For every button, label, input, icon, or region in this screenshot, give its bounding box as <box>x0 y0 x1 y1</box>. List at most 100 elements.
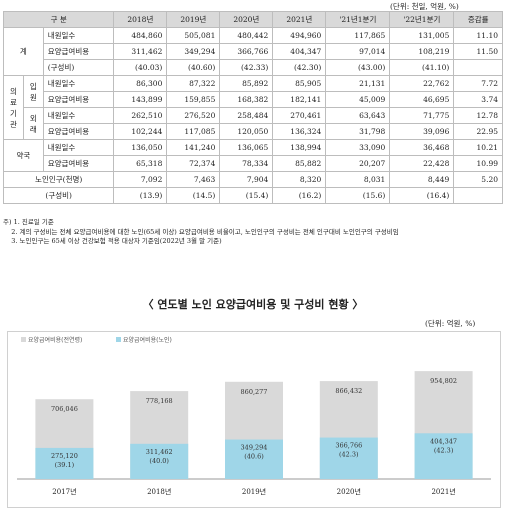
row-label: 내원일수 <box>42 107 115 124</box>
cell: 262,510 <box>113 107 168 124</box>
x-tick-label: 2017년 <box>52 487 76 496</box>
cell: 366,766 <box>219 43 274 60</box>
cell: 33,090 <box>325 139 391 156</box>
cell: 22,428 <box>389 155 455 172</box>
cell: 7,904 <box>219 171 274 188</box>
cell: 7.72 <box>453 75 503 92</box>
header-21q1: '21년1분기 <box>325 11 391 28</box>
cell: 5.20 <box>453 171 503 188</box>
cell: 131,005 <box>389 27 455 44</box>
bar-chart: 요양급여비용(전연령) 요양급여비용(노인) 706,046 275,120(39.1… <box>17 336 491 496</box>
cell: (16.4) <box>389 187 455 204</box>
cell: 3.74 <box>453 91 503 108</box>
cell: 117,865 <box>325 27 391 44</box>
bar-elderly-label: 366,766 <box>335 442 362 450</box>
cell: 182,141 <box>272 91 327 108</box>
cell: 258,484 <box>219 107 274 124</box>
group-medical: 의료기관 <box>3 75 24 140</box>
bar-elderly <box>414 433 473 479</box>
header-2019: 2019년 <box>166 11 221 28</box>
header-22q1: '22년1분기 <box>389 11 455 28</box>
cell: 85,905 <box>272 75 327 92</box>
cell: 20,207 <box>325 155 391 172</box>
row-label: (구성비) <box>42 59 115 76</box>
cell: (15.4) <box>219 187 274 204</box>
bar-elderly-share: (42.3) <box>339 451 359 459</box>
cell: 484,860 <box>113 27 168 44</box>
bar-total-label: 706,046 <box>51 405 78 413</box>
cell: 143,899 <box>113 91 168 108</box>
x-tick-label: 2021년 <box>431 487 455 496</box>
cell: 46,695 <box>389 91 455 108</box>
legend-label: 요양급여비용(노인) <box>123 336 172 344</box>
cell: 45,009 <box>325 91 391 108</box>
cell: 7,092 <box>113 171 168 188</box>
cell: 87,322 <box>166 75 221 92</box>
row-label: 요양급여비용 <box>42 155 115 172</box>
legend-label: 요양급여비용(전연령) <box>28 336 82 344</box>
cell: 8,449 <box>389 171 455 188</box>
table-row: 요양급여비용 65,318 72,374 78,334 85,882 20,20… <box>4 155 503 172</box>
cell: 21,131 <box>325 75 391 92</box>
cell: 85,882 <box>272 155 327 172</box>
table-row: 의료기관 입원 내원일수 86,300 87,322 85,892 85,905… <box>3 75 503 140</box>
bar-elderly-label: 349,294 <box>241 444 268 452</box>
cell <box>453 59 503 76</box>
table-row: 약국 내원일수 136,050 141,240 136,065 138,994 … <box>3 139 503 172</box>
cell: 136,050 <box>113 139 168 156</box>
cell: 8,320 <box>272 171 327 188</box>
cell: 86,300 <box>113 75 168 92</box>
table-row: 노인인구(천명) 7,092 7,463 7,904 8,320 8,031 8… <box>2 171 503 188</box>
cell: 136,065 <box>219 139 274 156</box>
cell: (41.10) <box>389 59 455 76</box>
group-outpatient: 외래 <box>22 107 44 140</box>
cell: 10.99 <box>453 155 503 172</box>
table-row: 요양급여비용 102,244 117,085 120,050 136,324 3… <box>4 123 503 140</box>
cell: (13.9) <box>113 187 168 204</box>
cell: 71,775 <box>389 107 455 124</box>
row-label: 요양급여비용 <box>42 43 115 60</box>
header-category: 구 분 <box>2 11 115 28</box>
cell: 349,294 <box>166 43 221 60</box>
table-unit: (단위: 천일, 억원, %) <box>390 2 459 11</box>
header-2018: 2018년 <box>113 11 168 28</box>
cell: 138,994 <box>272 139 327 156</box>
cell: 72,374 <box>166 155 221 172</box>
cell: 505,081 <box>166 27 221 44</box>
table-row: (구성비) (40.03) (40.60) (42.33) (42.30) (4… <box>4 59 503 76</box>
header-change-rate: 증감률 <box>453 11 503 28</box>
cell: 168,382 <box>219 91 274 108</box>
cell: 11.50 <box>453 43 503 60</box>
group-inpatient: 입원 <box>22 75 44 108</box>
bar-elderly-share: (40.0) <box>149 457 169 465</box>
cell: (42.33) <box>219 59 274 76</box>
cell: 65,318 <box>113 155 168 172</box>
bar-elderly-label: 275,120 <box>51 452 78 460</box>
legend-swatch <box>116 337 121 342</box>
bar-elderly-share: (42.3) <box>434 446 454 454</box>
cell: (40.03) <box>113 59 168 76</box>
x-tick-label: 2020년 <box>337 487 361 496</box>
group-inpatient-label: 입원 <box>29 81 37 102</box>
bar-elderly-share: (39.1) <box>55 461 75 469</box>
cell: 85,892 <box>219 75 274 92</box>
cell: (16.2) <box>272 187 327 204</box>
bar-total-label: 778,168 <box>146 397 173 405</box>
group-total: 계 <box>3 27 44 76</box>
group-outpatient-label: 외래 <box>29 113 37 134</box>
bar-elderly <box>35 447 94 479</box>
cell: 22,762 <box>389 75 455 92</box>
cell: 31,798 <box>325 123 391 140</box>
cell: 7,463 <box>166 171 221 188</box>
chart-title: 〈 연도별 노인 요양급여비용 및 구성비 현황 〉 <box>142 298 364 311</box>
cell: 10.21 <box>453 139 503 156</box>
header-2020: 2020년 <box>219 11 274 28</box>
cell: 141,240 <box>166 139 221 156</box>
row-label: 노인인구(천명) <box>2 171 115 188</box>
note-line: 2. 계의 구성비는 전체 요양급여비용에 대한 노인(65세 이상) 요양급여… <box>3 227 399 236</box>
bar-total-label: 860,277 <box>241 388 268 396</box>
cell: 63,643 <box>325 107 391 124</box>
cell: 12.78 <box>453 107 503 124</box>
cell: 108,219 <box>389 43 455 60</box>
group-pharmacy: 약국 <box>3 139 44 172</box>
